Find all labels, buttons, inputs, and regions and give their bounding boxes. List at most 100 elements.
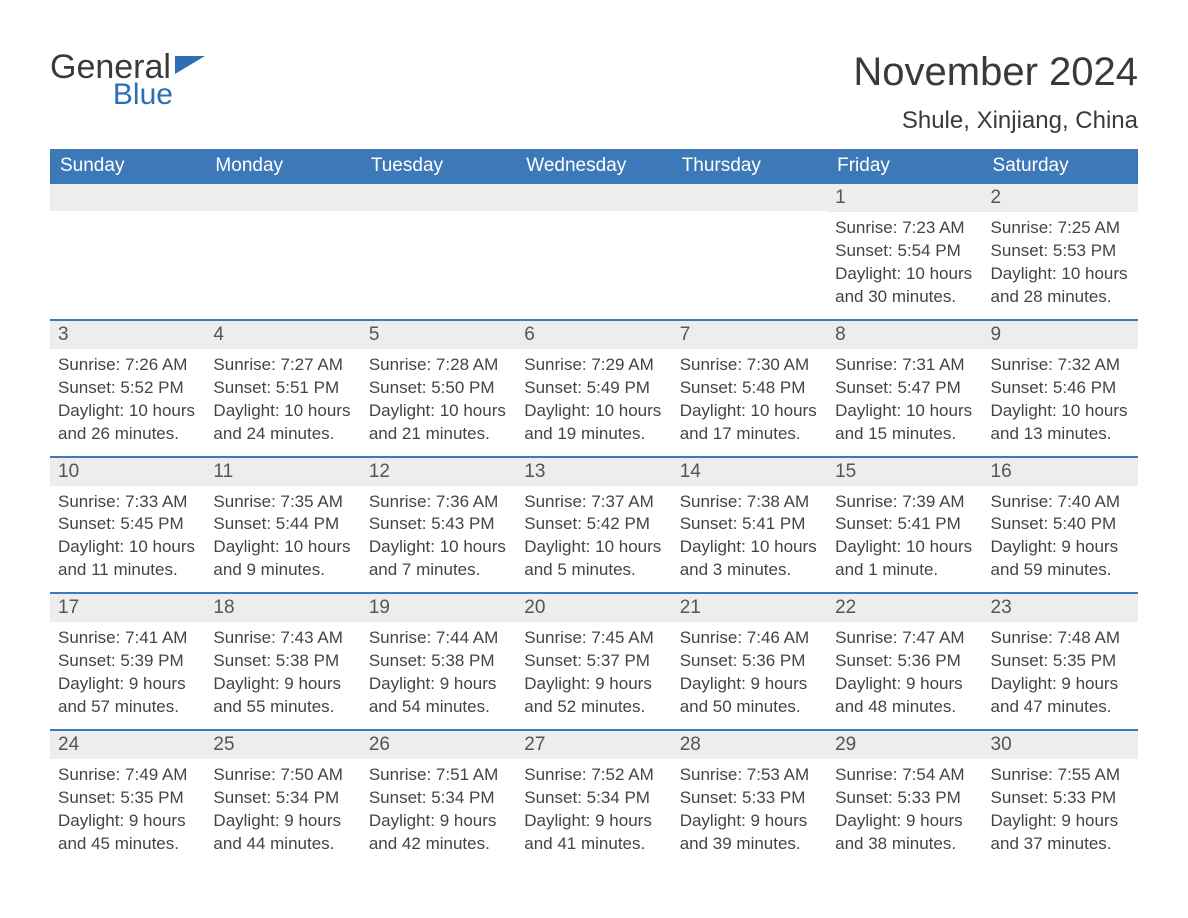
day-sunrise-line: Sunrise: 7:55 AM: [991, 764, 1130, 787]
day-day2-line: and 54 minutes.: [369, 696, 508, 719]
day-sunrise-line: Sunrise: 7:53 AM: [680, 764, 819, 787]
day-sunrise-line: Sunrise: 7:37 AM: [524, 491, 663, 514]
day-day1-line: Daylight: 9 hours: [991, 810, 1130, 833]
day-sunset-line: Sunset: 5:38 PM: [369, 650, 508, 673]
day-body: Sunrise: 7:40 AMSunset: 5:40 PMDaylight:…: [983, 486, 1138, 583]
day-body: Sunrise: 7:32 AMSunset: 5:46 PMDaylight:…: [983, 349, 1138, 446]
day-number-bar: 18: [205, 594, 360, 622]
day-day1-line: Daylight: 10 hours: [835, 263, 974, 286]
day-sunrise-line: Sunrise: 7:40 AM: [991, 491, 1130, 514]
day-cell: 29 Sunrise: 7:54 AMSunset: 5:33 PMDayligh…: [827, 731, 982, 866]
day-body: Sunrise: 7:53 AMSunset: 5:33 PMDaylight:…: [672, 759, 827, 856]
day-cell: 13Sunrise: 7:37 AMSunset: 5:42 PMDayligh…: [516, 458, 671, 593]
day-sunset-line: Sunset: 5:35 PM: [991, 650, 1130, 673]
day-number-bar: 17: [50, 594, 205, 622]
day-day1-line: Daylight: 9 hours: [835, 810, 974, 833]
day-body: Sunrise: 7:33 AMSunset: 5:45 PMDaylight:…: [50, 486, 205, 583]
day-number-bar: 27: [516, 731, 671, 759]
day-number: 8: [835, 324, 846, 345]
day-number: 10: [58, 461, 79, 482]
day-body: Sunrise: 7:27 AMSunset: 5:51 PMDaylight:…: [205, 349, 360, 446]
day-sunrise-line: Sunrise: 7:30 AM: [680, 354, 819, 377]
day-cell: 20Sunrise: 7:45 AMSunset: 5:37 PMDayligh…: [516, 594, 671, 729]
day-sunrise-line: Sunrise: 7:51 AM: [369, 764, 508, 787]
day-day2-line: and 7 minutes.: [369, 559, 508, 582]
day-sunset-line: Sunset: 5:37 PM: [524, 650, 663, 673]
day-number-bar: 25: [205, 731, 360, 759]
day-day2-line: and 30 minutes.: [835, 286, 974, 309]
day-cell: 23Sunrise: 7:48 AMSunset: 5:35 PMDayligh…: [983, 594, 1138, 729]
day-day1-line: Daylight: 10 hours: [835, 400, 974, 423]
day-body: Sunrise: 7:37 AMSunset: 5:42 PMDaylight:…: [516, 486, 671, 583]
day-number: 17: [58, 597, 79, 618]
day-number: 4: [213, 324, 224, 345]
day-sunset-line: Sunset: 5:53 PM: [991, 240, 1130, 263]
day-sunset-line: Sunset: 5:41 PM: [835, 513, 974, 536]
day-day1-line: Daylight: 10 hours: [58, 400, 197, 423]
day-of-week-header: Sunday: [50, 149, 205, 184]
day-day2-line: and 55 minutes.: [213, 696, 352, 719]
day-sunset-line: Sunset: 5:34 PM: [369, 787, 508, 810]
brand-logo: General Blue: [50, 50, 205, 110]
day-number-bar: 29: [827, 731, 982, 759]
day-number-bar: 11: [205, 458, 360, 486]
brand-text: General Blue: [50, 50, 171, 110]
day-sunrise-line: Sunrise: 7:32 AM: [991, 354, 1130, 377]
day-sunset-line: Sunset: 5:38 PM: [213, 650, 352, 673]
day-number-bar: 1: [827, 184, 982, 212]
day-sunrise-line: Sunrise: 7:27 AM: [213, 354, 352, 377]
day-day1-line: Daylight: 9 hours: [680, 673, 819, 696]
day-body: Sunrise: 7:54 AMSunset: 5:33 PMDaylight:…: [827, 759, 982, 856]
day-cell: [50, 184, 205, 319]
day-body: Sunrise: 7:35 AMSunset: 5:44 PMDaylight:…: [205, 486, 360, 583]
day-sunrise-line: Sunrise: 7:49 AM: [58, 764, 197, 787]
day-number-bar: 7: [672, 321, 827, 349]
day-cell: 18Sunrise: 7:43 AMSunset: 5:38 PMDayligh…: [205, 594, 360, 729]
day-number-bar: 5: [361, 321, 516, 349]
day-sunset-line: Sunset: 5:50 PM: [369, 377, 508, 400]
day-number-bar: 4: [205, 321, 360, 349]
day-day2-line: and 11 minutes.: [58, 559, 197, 582]
day-body: Sunrise: 7:44 AMSunset: 5:38 PMDaylight:…: [361, 622, 516, 719]
day-body: Sunrise: 7:43 AMSunset: 5:38 PMDaylight:…: [205, 622, 360, 719]
day-day1-line: Daylight: 9 hours: [58, 810, 197, 833]
day-cell: 24Sunrise: 7:49 AMSunset: 5:35 PMDayligh…: [50, 731, 205, 866]
week-row: 3Sunrise: 7:26 AMSunset: 5:52 PMDaylight…: [50, 319, 1138, 456]
day-day1-line: Daylight: 9 hours: [524, 673, 663, 696]
day-of-week-header: Saturday: [983, 149, 1138, 184]
day-day1-line: Daylight: 10 hours: [991, 263, 1130, 286]
day-cell: 17 Sunrise: 7:41 AMSunset: 5:39 PMDayligh…: [50, 594, 205, 729]
day-sunset-line: Sunset: 5:52 PM: [58, 377, 197, 400]
day-number: 29: [835, 734, 856, 755]
day-sunset-line: Sunset: 5:51 PM: [213, 377, 352, 400]
empty-day-bar: [205, 184, 360, 211]
day-cell: 1Sunrise: 7:23 AMSunset: 5:54 PMDaylight…: [827, 184, 982, 319]
day-sunrise-line: Sunrise: 7:39 AM: [835, 491, 974, 514]
day-body: Sunrise: 7:41 AMSunset: 5:39 PMDaylight:…: [50, 622, 205, 719]
day-number-bar: 2: [983, 184, 1138, 212]
day-number-bar: 9: [983, 321, 1138, 349]
day-sunset-line: Sunset: 5:42 PM: [524, 513, 663, 536]
day-day2-line: and 57 minutes.: [58, 696, 197, 719]
day-sunrise-line: Sunrise: 7:45 AM: [524, 627, 663, 650]
day-body: Sunrise: 7:49 AMSunset: 5:35 PMDaylight:…: [50, 759, 205, 856]
day-sunrise-line: Sunrise: 7:46 AM: [680, 627, 819, 650]
weeks-container: 1Sunrise: 7:23 AMSunset: 5:54 PMDaylight…: [50, 184, 1138, 866]
day-sunset-line: Sunset: 5:34 PM: [213, 787, 352, 810]
day-sunset-line: Sunset: 5:41 PM: [680, 513, 819, 536]
day-number: 26: [369, 734, 390, 755]
day-sunset-line: Sunset: 5:47 PM: [835, 377, 974, 400]
day-cell: 30Sunrise: 7:55 AMSunset: 5:33 PMDayligh…: [983, 731, 1138, 866]
title-block: November 2024 Shule, Xinjiang, China: [853, 50, 1138, 135]
day-number-bar: 15: [827, 458, 982, 486]
day-cell: 2Sunrise: 7:25 AMSunset: 5:53 PMDaylight…: [983, 184, 1138, 319]
day-number-bar: 30: [983, 731, 1138, 759]
day-day1-line: Daylight: 9 hours: [213, 673, 352, 696]
day-body: Sunrise: 7:28 AMSunset: 5:50 PMDaylight:…: [361, 349, 516, 446]
day-day1-line: Daylight: 10 hours: [524, 400, 663, 423]
day-sunrise-line: Sunrise: 7:29 AM: [524, 354, 663, 377]
day-day2-line: and 39 minutes.: [680, 833, 819, 856]
day-body: Sunrise: 7:55 AMSunset: 5:33 PMDaylight:…: [983, 759, 1138, 856]
day-number-bar: 26: [361, 731, 516, 759]
day-sunrise-line: Sunrise: 7:23 AM: [835, 217, 974, 240]
